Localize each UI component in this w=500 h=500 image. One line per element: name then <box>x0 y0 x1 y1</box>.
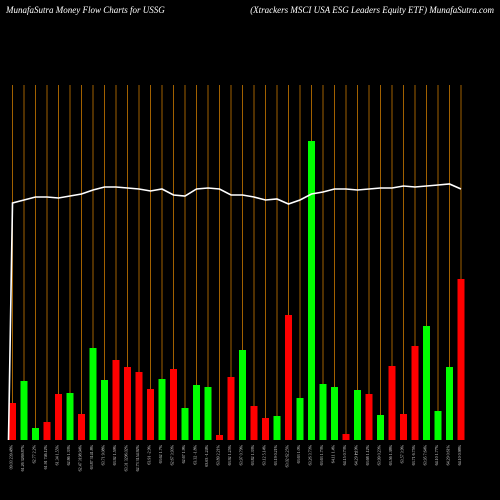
bar <box>124 367 131 440</box>
bar <box>170 369 177 440</box>
x-tick-label: 62.86 1.33% <box>66 444 71 465</box>
bar <box>78 414 85 440</box>
bar <box>147 389 154 440</box>
x-tick-label: 62.67 3.93% <box>170 444 175 465</box>
x-tick-label: 63.71 9.08% <box>101 444 106 465</box>
bar <box>135 372 143 440</box>
bar <box>354 390 361 440</box>
x-tick-label: 63.99 0.23% <box>377 444 382 465</box>
price-line <box>7 183 462 441</box>
bar <box>342 434 350 440</box>
x-tick-label: 62.77 2.2% <box>32 444 37 463</box>
bar <box>32 428 39 440</box>
x-tick-label: 63.87 3141.8% <box>89 444 94 469</box>
x-tick-label: 63.71 6.75% <box>411 444 416 465</box>
annotation: C <box>355 451 358 456</box>
x-tick-label: 63.97 0.79% <box>239 444 244 465</box>
x-tick-label: 63.19 0.21% <box>273 444 278 465</box>
bar <box>457 279 465 440</box>
x-tick-label: 64.10 0.98% <box>457 444 462 465</box>
x-tick-label: 63.82 1.33% <box>250 444 255 465</box>
x-tick-label: 63.57 3.9% <box>400 444 405 463</box>
bar <box>273 416 281 440</box>
x-tick-label: 63.26 3.73% <box>308 444 313 465</box>
bar <box>89 348 97 440</box>
bar <box>285 315 292 440</box>
x-tick-label: 64.10 1.77% <box>434 444 439 465</box>
x-tick-label: 63.56 1.38% <box>388 444 393 465</box>
x-tick-label: 63.63 -1.24% <box>204 444 209 466</box>
bar <box>158 379 166 440</box>
x-tick-label: 63.89 2.21% <box>216 444 221 465</box>
x-tick-label: 64.29 0.61% <box>446 444 451 465</box>
x-tick-label: 62.73 3154.92% <box>135 444 140 471</box>
bar <box>262 418 269 440</box>
bar <box>20 381 28 440</box>
chart-subtitle: (Xtrackers MSCI USA ESG Leaders Equity E… <box>250 5 494 15</box>
bar <box>193 385 200 440</box>
x-tick-label: 63.12 5.14% <box>262 444 267 465</box>
x-tick-label: 64.15 0.73% <box>342 444 347 465</box>
x-tick-label: 63.63 1.73% <box>319 444 324 465</box>
x-tick-label: 61.34 1.55% <box>55 444 60 465</box>
bar <box>400 414 407 440</box>
x-tick-label: 63.31 3296.02% <box>124 444 129 471</box>
x-tick-label: 62.47 3198.94% <box>78 444 83 471</box>
x-tick-label: 63.95 7.64% <box>423 444 428 465</box>
bar <box>423 326 430 440</box>
bar <box>434 411 442 440</box>
bar <box>9 403 16 440</box>
bar <box>308 141 315 440</box>
x-tick-label: 63.32 -1.8% <box>193 444 198 464</box>
bar <box>204 387 212 440</box>
bar <box>331 387 338 440</box>
x-tick-label: 63.92 1.25% <box>227 444 232 465</box>
x-tick-label: 61.91 746.12% <box>43 444 48 469</box>
chart-title: MunafaSutra Money Flow Charts for USSG <box>5 5 165 15</box>
bar <box>239 350 246 440</box>
x-tick-label: 63.62 1.7% <box>158 444 163 463</box>
bar <box>411 346 419 440</box>
bar <box>388 366 396 440</box>
bar <box>377 415 384 440</box>
bar <box>181 408 189 440</box>
bar <box>112 360 120 440</box>
bar <box>250 406 258 440</box>
bar <box>216 435 223 440</box>
bar <box>55 394 62 440</box>
bar <box>66 393 74 440</box>
bar <box>101 380 108 440</box>
x-tick-label: 63.92 1.59% <box>112 444 117 465</box>
x-tick-label: 63.68 1.12% <box>365 444 370 465</box>
bar <box>43 422 51 440</box>
x-tick-label: 64.29 1.19% <box>354 444 359 465</box>
bar <box>319 384 327 440</box>
x-tick-label: 63.02 62.25% <box>285 444 290 467</box>
x-tick-label: 62.67 1.9% <box>181 444 186 463</box>
bar <box>227 377 235 440</box>
bar <box>446 367 453 440</box>
x-tick-label: 63.63 1.0% <box>296 444 301 463</box>
x-tick-label: 63.91 -2.9% <box>147 444 152 464</box>
x-tick-label: 64.11 1.4% <box>331 444 336 463</box>
x-tick-label: 09.03 239.48% <box>9 444 14 469</box>
bar <box>365 394 373 440</box>
x-tick-label: 61.26 3269.87% <box>20 444 25 471</box>
bar <box>296 398 304 440</box>
